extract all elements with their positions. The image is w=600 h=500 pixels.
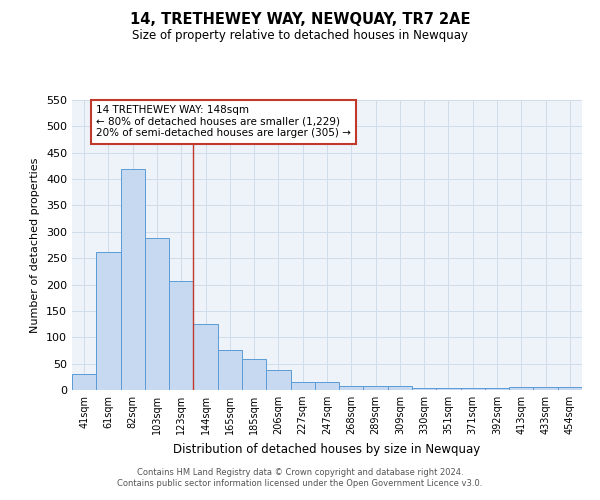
Bar [485,388,509,390]
Bar [193,324,218,390]
Bar [266,370,290,390]
Bar [315,382,339,390]
Bar [461,388,485,390]
Bar [412,388,436,390]
Bar [436,388,461,390]
Bar [339,386,364,390]
Bar [388,386,412,390]
Text: 14, TRETHEWEY WAY, NEWQUAY, TR7 2AE: 14, TRETHEWEY WAY, NEWQUAY, TR7 2AE [130,12,470,28]
Bar [145,238,169,390]
Bar [96,252,121,390]
Bar [364,386,388,390]
Text: Size of property relative to detached houses in Newquay: Size of property relative to detached ho… [132,29,468,42]
Bar [169,282,193,390]
Text: Contains HM Land Registry data © Crown copyright and database right 2024.
Contai: Contains HM Land Registry data © Crown c… [118,468,482,487]
Bar [121,168,145,390]
Bar [242,360,266,390]
Bar [290,382,315,390]
Bar [72,374,96,390]
Bar [558,388,582,390]
Bar [533,388,558,390]
Y-axis label: Number of detached properties: Number of detached properties [31,158,40,332]
Text: 14 TRETHEWEY WAY: 148sqm
← 80% of detached houses are smaller (1,229)
20% of sem: 14 TRETHEWEY WAY: 148sqm ← 80% of detach… [96,106,351,138]
Bar [218,350,242,390]
Bar [509,388,533,390]
X-axis label: Distribution of detached houses by size in Newquay: Distribution of detached houses by size … [173,442,481,456]
